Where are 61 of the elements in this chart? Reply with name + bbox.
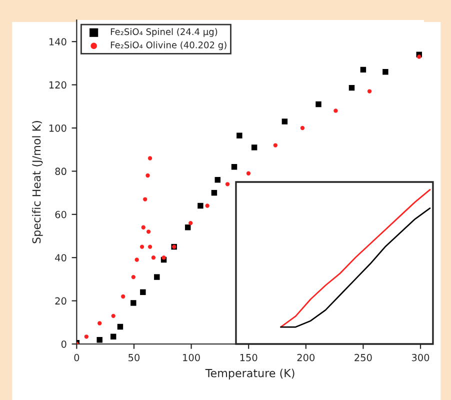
legend-label: Fe₂SiO₄ Spinel (24.4 µg) xyxy=(110,28,218,37)
point xyxy=(131,274,136,280)
point xyxy=(334,108,338,113)
point xyxy=(121,294,126,299)
point xyxy=(367,89,372,94)
point xyxy=(148,244,152,249)
point xyxy=(141,225,146,230)
y-tick-label: 0 xyxy=(61,340,66,348)
point xyxy=(117,324,124,330)
point xyxy=(146,230,151,234)
point xyxy=(134,258,139,262)
point xyxy=(184,224,191,230)
point xyxy=(382,68,388,75)
x-tick-label: 250 xyxy=(354,354,372,362)
x-tick-label: 100 xyxy=(183,354,200,362)
point xyxy=(151,256,156,260)
point xyxy=(130,300,136,306)
y-axis-title: Specific Heat (J/mol K) xyxy=(32,121,43,244)
y-tick-label: 100 xyxy=(49,124,66,132)
point xyxy=(205,204,210,208)
point xyxy=(300,126,305,130)
y-tick-label: 120 xyxy=(49,81,66,89)
x-tick-label: 300 xyxy=(412,354,430,362)
point xyxy=(246,171,251,176)
point xyxy=(214,176,221,183)
point xyxy=(140,289,146,296)
point xyxy=(143,197,148,202)
point xyxy=(417,54,422,59)
point xyxy=(84,334,88,339)
point xyxy=(360,66,366,73)
x-axis-title: Temperature (K) xyxy=(205,368,294,380)
x-tick-label: 50 xyxy=(128,354,140,362)
point xyxy=(273,143,278,148)
legend-label: Fe₂SiO₄ Olivine (40.202 g) xyxy=(110,41,226,50)
point xyxy=(348,84,355,91)
x-tick-label: 200 xyxy=(297,354,315,362)
point xyxy=(140,244,144,249)
point xyxy=(154,274,160,280)
point xyxy=(251,144,258,150)
point xyxy=(148,156,152,160)
point xyxy=(316,101,322,108)
point xyxy=(211,190,218,196)
point xyxy=(225,182,230,186)
point xyxy=(282,118,288,124)
x-tick-label: 150 xyxy=(240,354,258,362)
y-tick-label: 60 xyxy=(55,210,66,218)
point xyxy=(110,334,116,340)
y-tick-label: 40 xyxy=(55,254,66,262)
point xyxy=(96,337,102,343)
point xyxy=(98,321,102,326)
point xyxy=(162,256,166,260)
point xyxy=(111,314,116,318)
point xyxy=(188,220,193,226)
x-tick-label: 0 xyxy=(74,354,80,362)
point xyxy=(236,132,242,138)
point xyxy=(146,173,150,178)
y-tick-label: 20 xyxy=(55,297,66,305)
y-tick-label: 80 xyxy=(55,168,66,176)
point xyxy=(231,164,238,170)
point xyxy=(198,202,204,209)
y-tick-label: 140 xyxy=(49,38,66,46)
